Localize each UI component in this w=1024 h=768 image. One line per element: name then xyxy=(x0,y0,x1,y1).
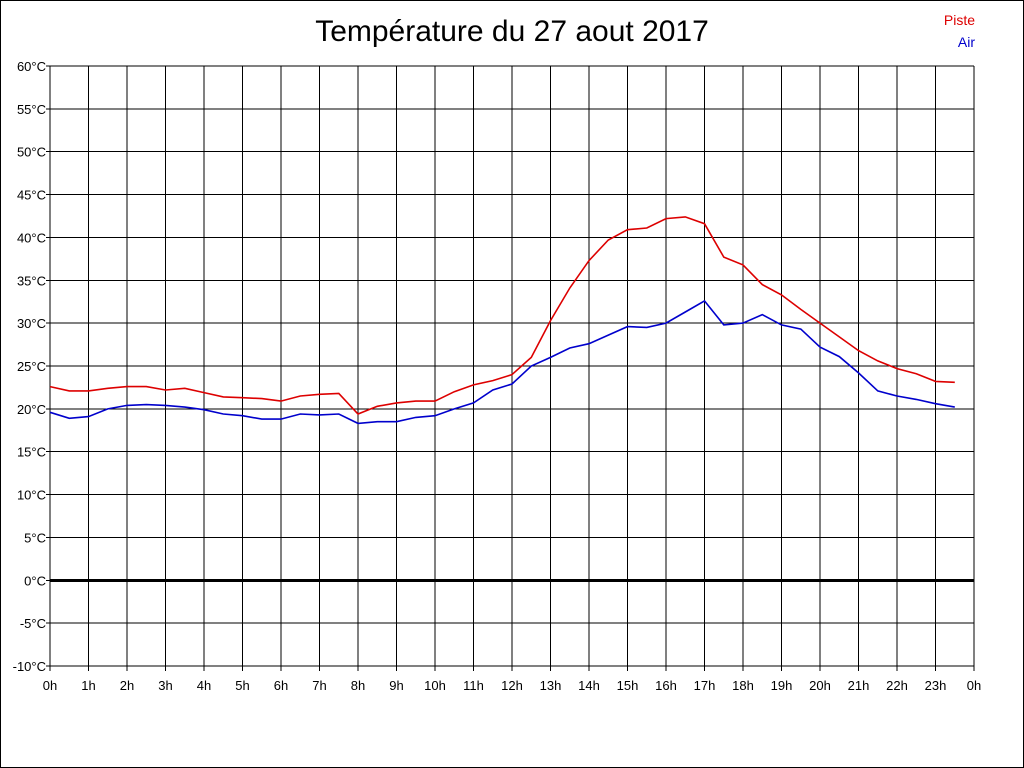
x-tick-label: 6h xyxy=(274,678,288,693)
y-tick-label: 55°C xyxy=(17,102,46,117)
x-tick-label: 1h xyxy=(81,678,95,693)
x-tick-label: 18h xyxy=(732,678,754,693)
x-tick-label: 14h xyxy=(578,678,600,693)
x-tick-label: 23h xyxy=(925,678,947,693)
x-tick-label: 0h xyxy=(967,678,981,693)
series-line-air xyxy=(49,299,955,425)
x-tick-label: 7h xyxy=(312,678,326,693)
x-tick-label: 5h xyxy=(235,678,249,693)
x-tick-label: 9h xyxy=(389,678,403,693)
series-line-piste xyxy=(49,216,955,415)
y-tick-label: 60°C xyxy=(17,59,46,74)
y-tick-label: 40°C xyxy=(17,230,46,245)
y-tick-label: -5°C xyxy=(20,616,46,631)
x-tick-label: 16h xyxy=(655,678,677,693)
chart-title: Température du 27 aout 2017 xyxy=(315,15,709,48)
x-tick-label: 13h xyxy=(540,678,562,693)
legend-entry-piste: Piste xyxy=(943,12,975,28)
legend-entry-air: Air xyxy=(957,34,975,50)
y-tick-label: -10°C xyxy=(13,659,46,674)
y-tick-label: 20°C xyxy=(17,402,46,417)
x-tick-label: 0h xyxy=(43,678,57,693)
y-tick-label: 50°C xyxy=(17,145,46,160)
x-tick-label: 15h xyxy=(617,678,639,693)
x-tick-label: 4h xyxy=(197,678,211,693)
y-tick-label: 10°C xyxy=(17,488,46,503)
y-tick-label: 35°C xyxy=(17,273,46,288)
x-tick-label: 20h xyxy=(809,678,831,693)
x-tick-label: 10h xyxy=(424,678,446,693)
x-tick-label: 22h xyxy=(886,678,908,693)
x-tick-label: 21h xyxy=(848,678,870,693)
y-tick-label: 45°C xyxy=(17,188,46,203)
x-tick-label: 17h xyxy=(694,678,716,693)
x-tick-label: 11h xyxy=(463,678,484,693)
x-tick-label: 2h xyxy=(120,678,134,693)
x-tick-label: 3h xyxy=(158,678,172,693)
x-tick-label: 8h xyxy=(351,678,365,693)
x-tick-label: 19h xyxy=(771,678,793,693)
y-tick-label: 0°C xyxy=(24,573,46,588)
y-tick-label: 30°C xyxy=(17,316,46,331)
x-tick-label: 12h xyxy=(501,678,523,693)
y-tick-label: 25°C xyxy=(17,359,46,374)
y-tick-label: 15°C xyxy=(17,445,46,460)
y-tick-label: 5°C xyxy=(24,530,46,545)
